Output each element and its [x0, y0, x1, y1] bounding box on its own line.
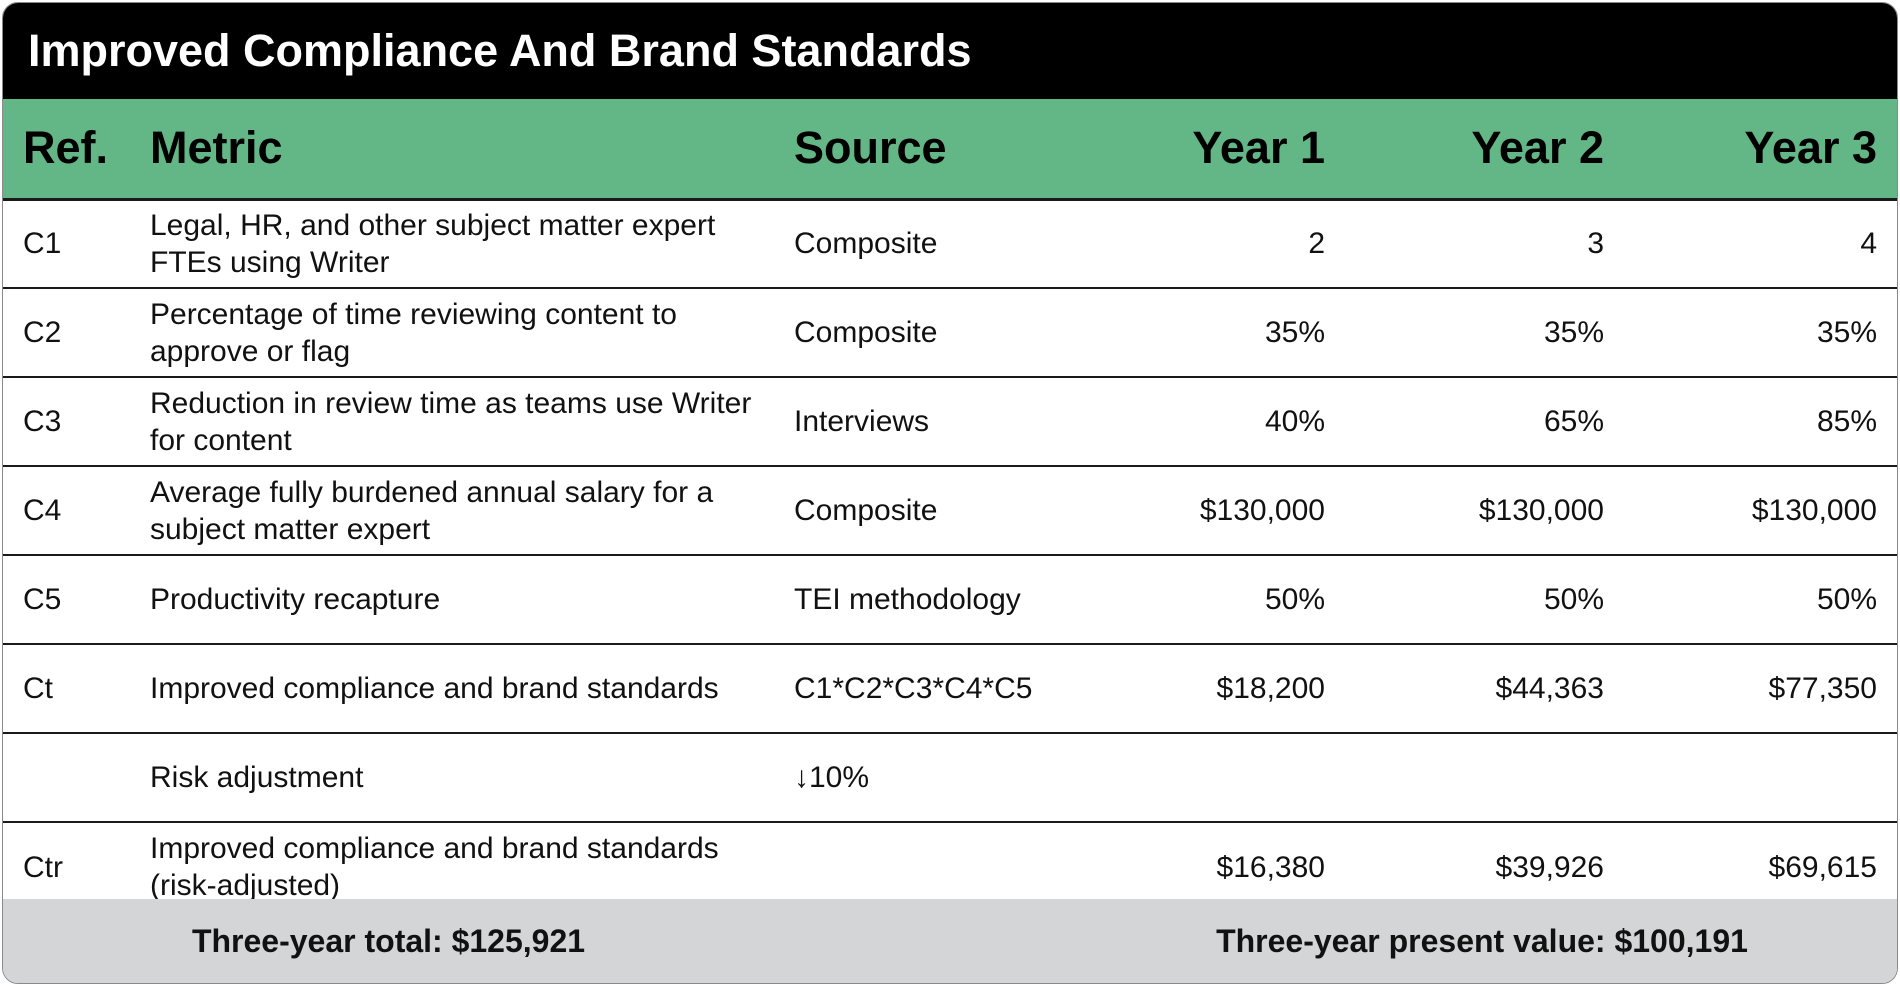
cell-source: C1*C2*C3*C4*C5	[774, 644, 1067, 734]
cell-source: Composite	[774, 288, 1067, 378]
three-year-total: Three-year total: $125,921	[191, 923, 586, 959]
cell-ref: C2	[3, 288, 130, 378]
cell-year-2: $44,363	[1345, 644, 1624, 734]
table-title: Improved Compliance And Brand Standards	[3, 3, 1897, 99]
cell-year-1: $18,200	[1067, 644, 1345, 734]
table-row: Ct Improved compliance and brand standar…	[3, 644, 1897, 734]
data-table: Ref. Metric Source Year 1 Year 2 Year 3 …	[3, 99, 1897, 911]
cell-year-1: 35%	[1067, 288, 1345, 378]
column-header-source: Source	[774, 99, 1067, 201]
cell-ref: Ct	[3, 644, 130, 734]
cell-year-3: 85%	[1624, 377, 1897, 467]
cell-metric: Improved compliance and brand standards …	[150, 832, 719, 902]
cell-year-3: $77,350	[1624, 644, 1897, 734]
cell-ref: C1	[3, 199, 130, 289]
table-row: C1 Legal, HR, and other subject matter e…	[3, 199, 1897, 289]
cell-year-1: 40%	[1067, 377, 1345, 467]
cell-year-1: $130,000	[1067, 466, 1345, 556]
table-row: Risk adjustment ↓10%	[3, 733, 1897, 823]
table-row: C2 Percentage of time reviewing content …	[3, 288, 1897, 378]
cell-year-2: 65%	[1345, 377, 1624, 467]
column-header-year-1: Year 1	[1067, 99, 1345, 201]
cell-ref: C3	[3, 377, 130, 467]
three-year-present-value: Three-year present value: $100,191	[1216, 923, 1748, 959]
cell-source	[774, 822, 1067, 911]
table-header: Ref. Metric Source Year 1 Year 2 Year 3	[3, 99, 1897, 201]
table-row: C3 Reduction in review time as teams use…	[3, 377, 1897, 467]
table-footer: Three-year total: $125,921 Three-year pr…	[3, 899, 1897, 983]
cell-year-1: 2	[1067, 199, 1345, 289]
cell-source: Composite	[774, 466, 1067, 556]
table-row: C5 Productivity recapture TEI methodolog…	[3, 555, 1897, 645]
cell-metric: Improved compliance and brand standards	[130, 644, 774, 734]
cell-year-2: $130,000	[1345, 466, 1624, 556]
cell-year-1: $16,380	[1216, 850, 1325, 884]
cell-year-2: 35%	[1345, 288, 1624, 378]
cell-metric: Percentage of time reviewing content to …	[130, 288, 774, 378]
cell-ref: Ctr	[23, 850, 63, 884]
column-header-ref: Ref.	[3, 99, 130, 201]
cell-metric: Reduction in review time as teams use Wr…	[130, 377, 774, 467]
cell-ref	[3, 733, 130, 823]
cell-metric: Average fully burdened annual salary for…	[130, 466, 774, 556]
header-row: Ref. Metric Source Year 1 Year 2 Year 3	[3, 99, 1897, 201]
table-body: C1 Legal, HR, and other subject matter e…	[3, 199, 1897, 911]
cell-year-2: 3	[1345, 199, 1624, 289]
cell-year-1	[1067, 733, 1345, 823]
cell-year-3: 50%	[1624, 555, 1897, 645]
table-row: Ctr Improved compliance and brand standa…	[3, 822, 1897, 911]
cell-year-2: $39,926	[1495, 850, 1604, 884]
cell-year-3: 35%	[1624, 288, 1897, 378]
column-header-year-2: Year 2	[1345, 99, 1624, 201]
cell-year-3	[1624, 733, 1897, 823]
cell-source: Interviews	[774, 377, 1067, 467]
cell-year-2	[1345, 733, 1624, 823]
cell-year-3: 4	[1624, 199, 1897, 289]
cell-metric: Legal, HR, and other subject matter expe…	[130, 199, 774, 289]
cell-ref: C5	[3, 555, 130, 645]
cell-ref: C4	[3, 466, 130, 556]
cell-metric: Risk adjustment	[130, 733, 774, 823]
cell-year-3: $69,615	[1768, 850, 1877, 884]
table-row: C4 Average fully burdened annual salary …	[3, 466, 1897, 556]
cell-year-3: $130,000	[1624, 466, 1897, 556]
cell-source: TEI methodology	[774, 555, 1067, 645]
cell-metric: Productivity recapture	[130, 555, 774, 645]
column-header-year-3: Year 3	[1624, 99, 1897, 201]
cell-year-2: 50%	[1345, 555, 1624, 645]
cell-year-1: 50%	[1067, 555, 1345, 645]
column-header-metric: Metric	[130, 99, 774, 201]
cell-source: ↓10%	[774, 733, 1067, 823]
cell-source: Composite	[774, 199, 1067, 289]
